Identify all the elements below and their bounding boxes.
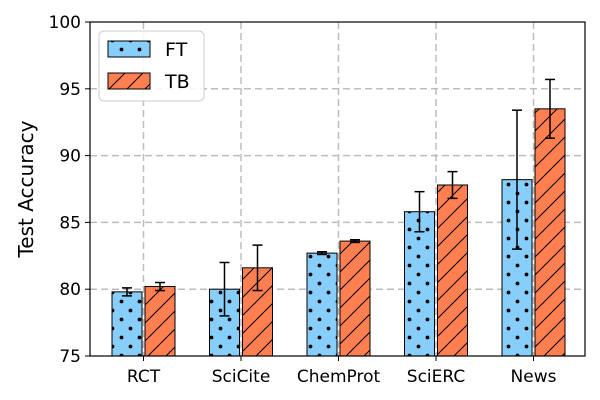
x-tick-label: RCT — [127, 367, 161, 387]
legend-label-ft: FT — [165, 39, 188, 61]
bar-ft — [404, 211, 435, 356]
x-tick-label: News — [511, 367, 557, 387]
bar-tb — [144, 286, 176, 356]
x-tick-label: ChemProt — [297, 367, 381, 387]
x-tick-label: SciCite — [212, 367, 271, 387]
bar-tb — [242, 267, 273, 356]
plot-frame — [89, 21, 586, 357]
legend-swatch-tb — [107, 72, 151, 90]
y-axis-title: Test Accuracy — [14, 120, 38, 258]
y-tick-label: 85 — [59, 213, 81, 233]
y-tick-label: 95 — [59, 80, 81, 100]
legend: FT TB — [98, 30, 205, 102]
error-bars — [122, 78, 555, 317]
y-tick-label: 90 — [59, 147, 81, 167]
bar-ft — [111, 291, 143, 356]
bar-tb — [534, 108, 566, 356]
x-tick-label: SciERC — [407, 367, 465, 387]
y-tick-label: 80 — [59, 280, 81, 300]
bar-tb — [339, 240, 371, 356]
y-tick-label: 100 — [49, 13, 81, 33]
bar-tb — [437, 184, 468, 356]
axis-ticks: 75 80 85 90 95 100 RCT SciCite ChemProt SciERC New… — [49, 13, 557, 387]
bar-ft — [209, 288, 240, 356]
legend-swatch-ft — [107, 40, 151, 58]
bar-ft — [306, 252, 338, 356]
legend-label-tb: TB — [164, 71, 190, 93]
y-tick-label: 75 — [59, 347, 81, 367]
